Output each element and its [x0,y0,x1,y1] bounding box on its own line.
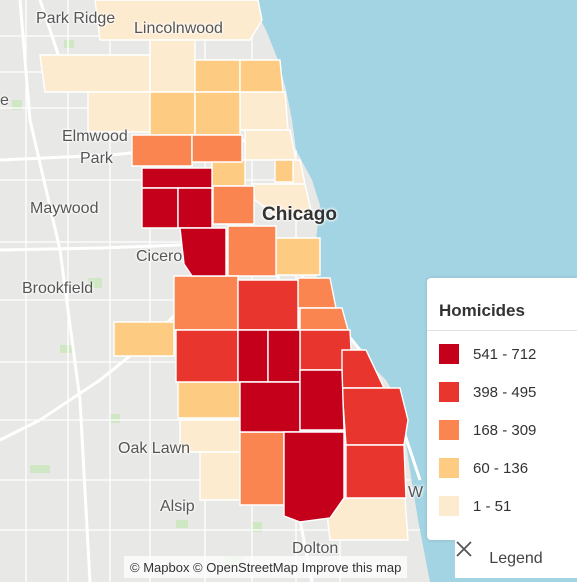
place-label-elmwood-park: Elmwood [62,128,128,145]
place-label-park-ridge: Park Ridge [36,10,116,27]
place-label-elmwood-park-2: Park [80,150,113,167]
legend-title: Homicides [439,301,525,320]
legend-label: 398 - 495 [473,383,537,401]
place-label-dolton: Dolton [292,540,339,557]
legend-swatch [439,382,459,402]
place-label-chicago: Chicago [262,204,337,225]
legend-label: 60 - 136 [473,459,529,477]
legend-label: 541 - 712 [473,345,537,363]
legend-label: 1 - 51 [473,497,512,515]
legend-item: 168 - 309 [439,420,536,440]
place-label-maywood: Maywood [30,200,99,217]
legend-panel: Homicides 541 - 712 398 - 495 168 - 309 … [427,278,577,540]
legend-item: 398 - 495 [439,382,536,402]
place-label-alsip: Alsip [160,498,195,515]
place-label-lincolnwood: Lincolnwood [134,20,223,37]
legend-swatch [439,420,459,440]
map-attribution[interactable]: © Mapbox © OpenStreetMap Improve this ma… [124,556,408,578]
legend-label: 168 - 309 [473,421,537,439]
legend-divider [427,330,577,331]
legend-swatch [439,496,459,516]
legend-toggle-button[interactable]: Legend [455,540,577,578]
place-label-oak-lawn: Oak Lawn [118,440,191,457]
close-icon[interactable] [455,540,473,558]
legend-item: 541 - 712 [439,344,536,364]
community-areas [39,0,409,541]
legend-swatch [439,458,459,478]
legend-item: 60 - 136 [439,458,528,478]
place-label-cut-right: W [408,484,424,501]
place-label-cut-left: e [0,92,9,109]
legend-swatch [439,344,459,364]
legend-toggle-label: Legend [489,550,543,567]
legend-item: 1 - 51 [439,496,511,516]
place-label-cicero: Cicero [136,248,183,265]
place-label-brookfield: Brookfield [22,280,94,297]
